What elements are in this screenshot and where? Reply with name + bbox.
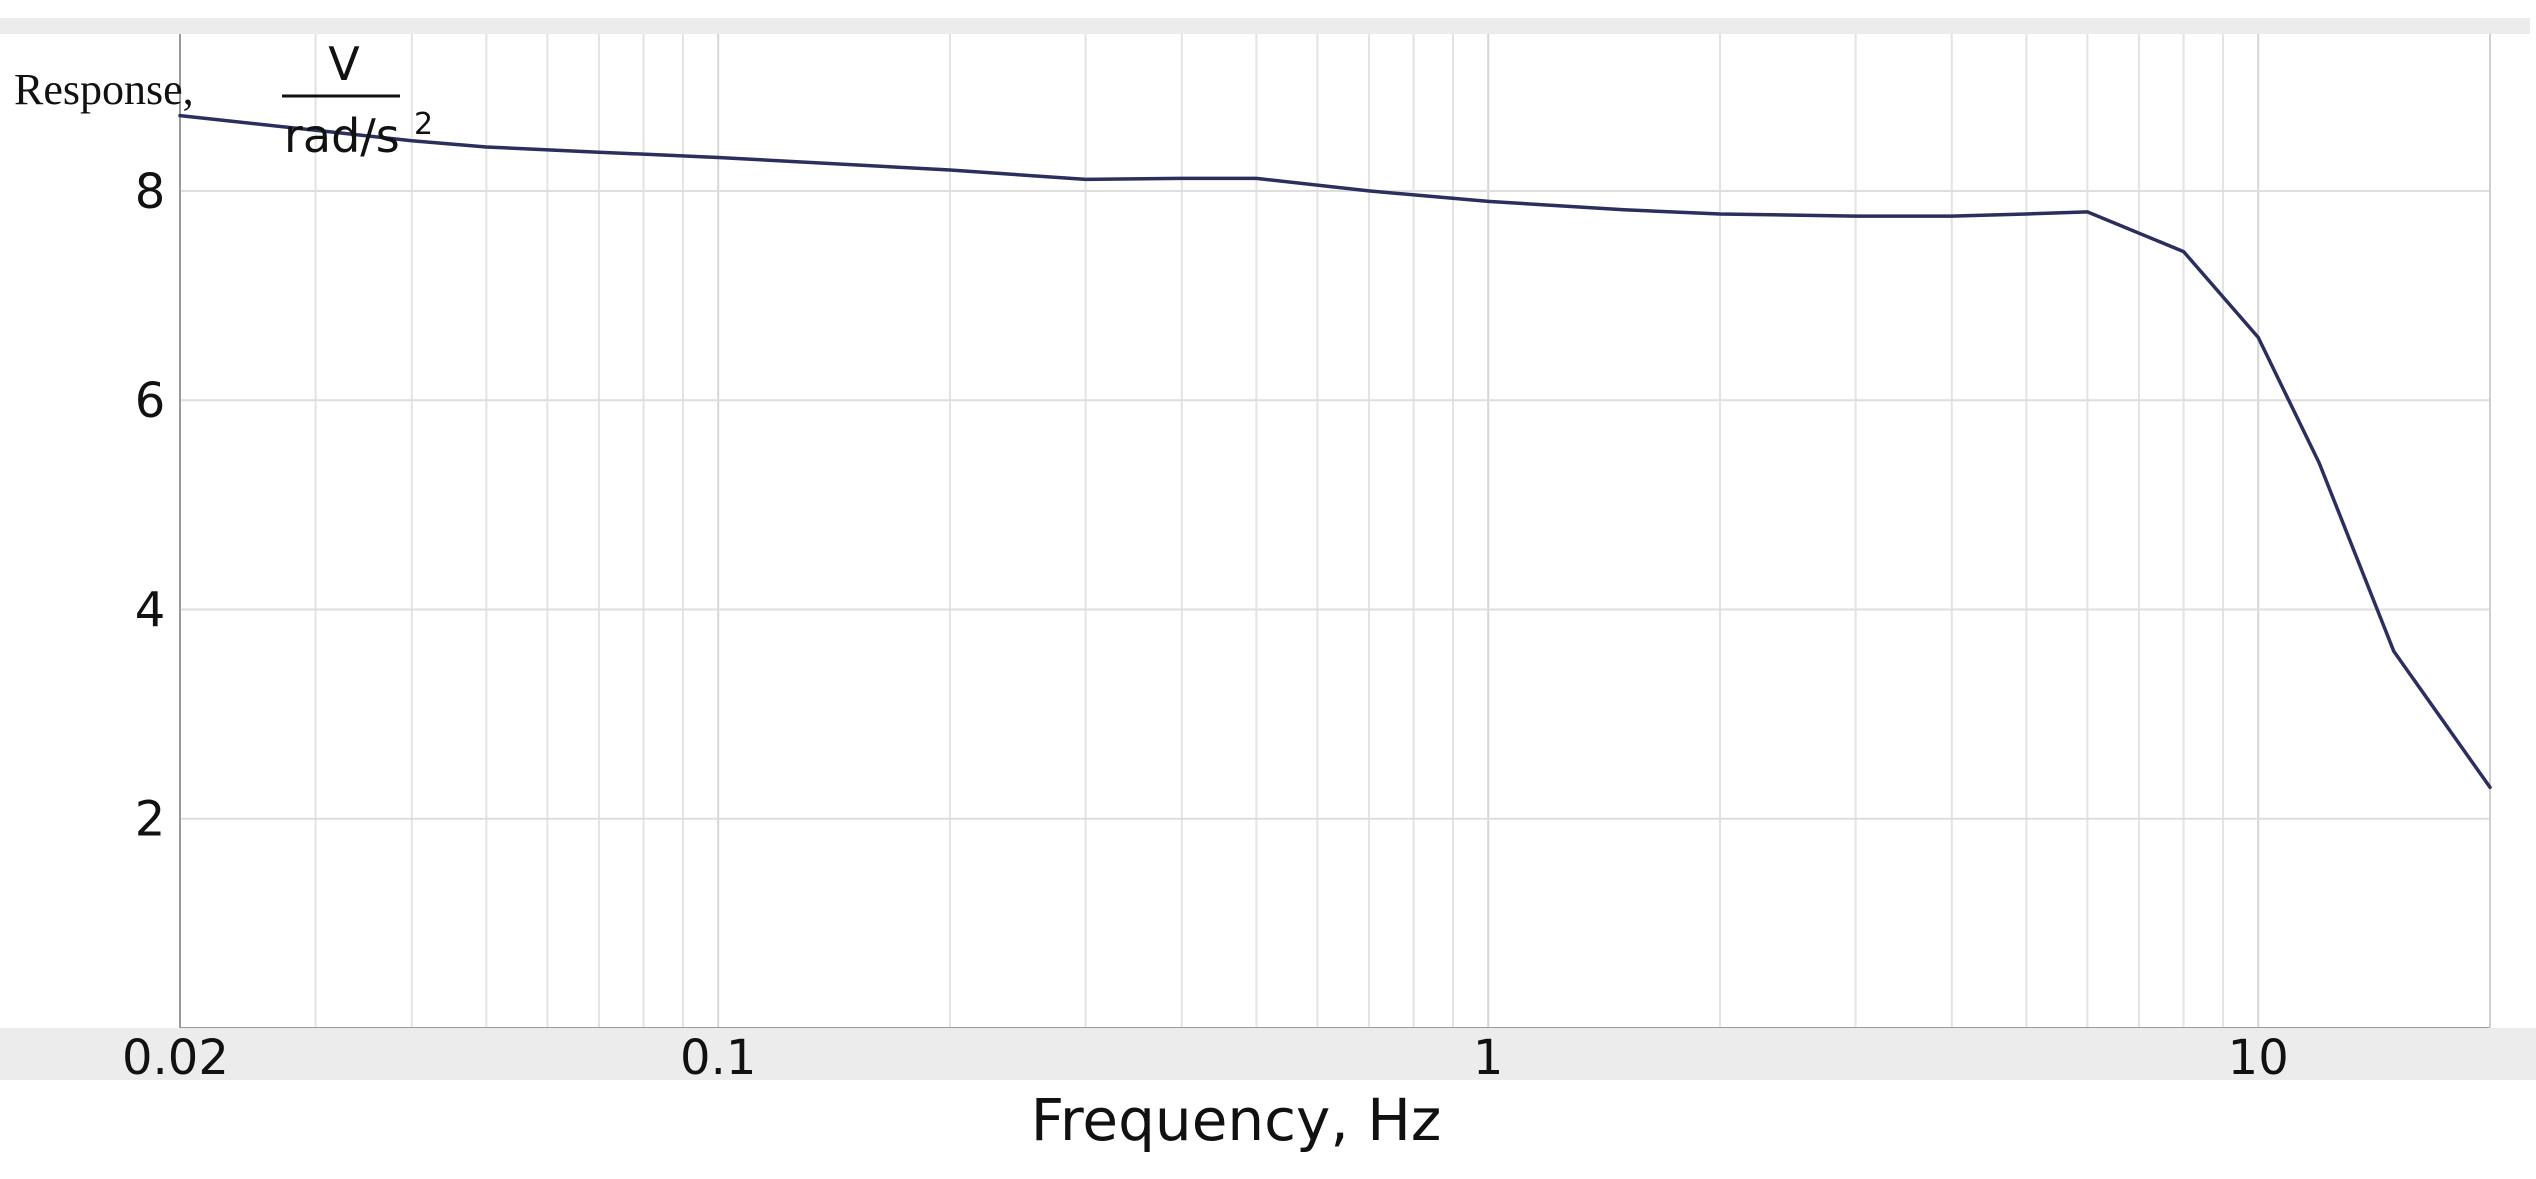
x-tick-label: 0.02 [122,1030,229,1086]
y-tick-label: 8 [135,164,166,220]
x-tick-label: 10 [2228,1030,2289,1086]
y-axis-label: Response, V rad/s 2 [14,37,433,163]
x-axis-label: Frequency, Hz [1031,1086,1442,1154]
x-tick-label: 0.1 [680,1030,756,1086]
y-axis-label-prefix: Response, [14,65,194,114]
series-line [178,113,2492,790]
series-layer [178,113,2492,790]
grid-lines [179,34,2491,1028]
x-tick-labels: 0.02 0.1 1 10 [122,1030,2289,1086]
y-axis-unit-exponent: 2 [414,107,433,142]
y-tick-label: 4 [135,582,166,638]
y-tick-label: 2 [135,792,166,848]
axes [0,34,2536,1080]
left-band [0,18,50,34]
x-tick-strip [0,1028,2536,1080]
top-band [50,18,2530,34]
x-tick-label: 1 [1473,1030,1504,1086]
y-tick-labels: 2 4 6 8 [135,164,166,848]
y-tick-label: 6 [135,373,166,429]
y-axis-unit-numerator: V [328,37,360,91]
y-axis-unit-denominator: rad/s [284,109,400,163]
